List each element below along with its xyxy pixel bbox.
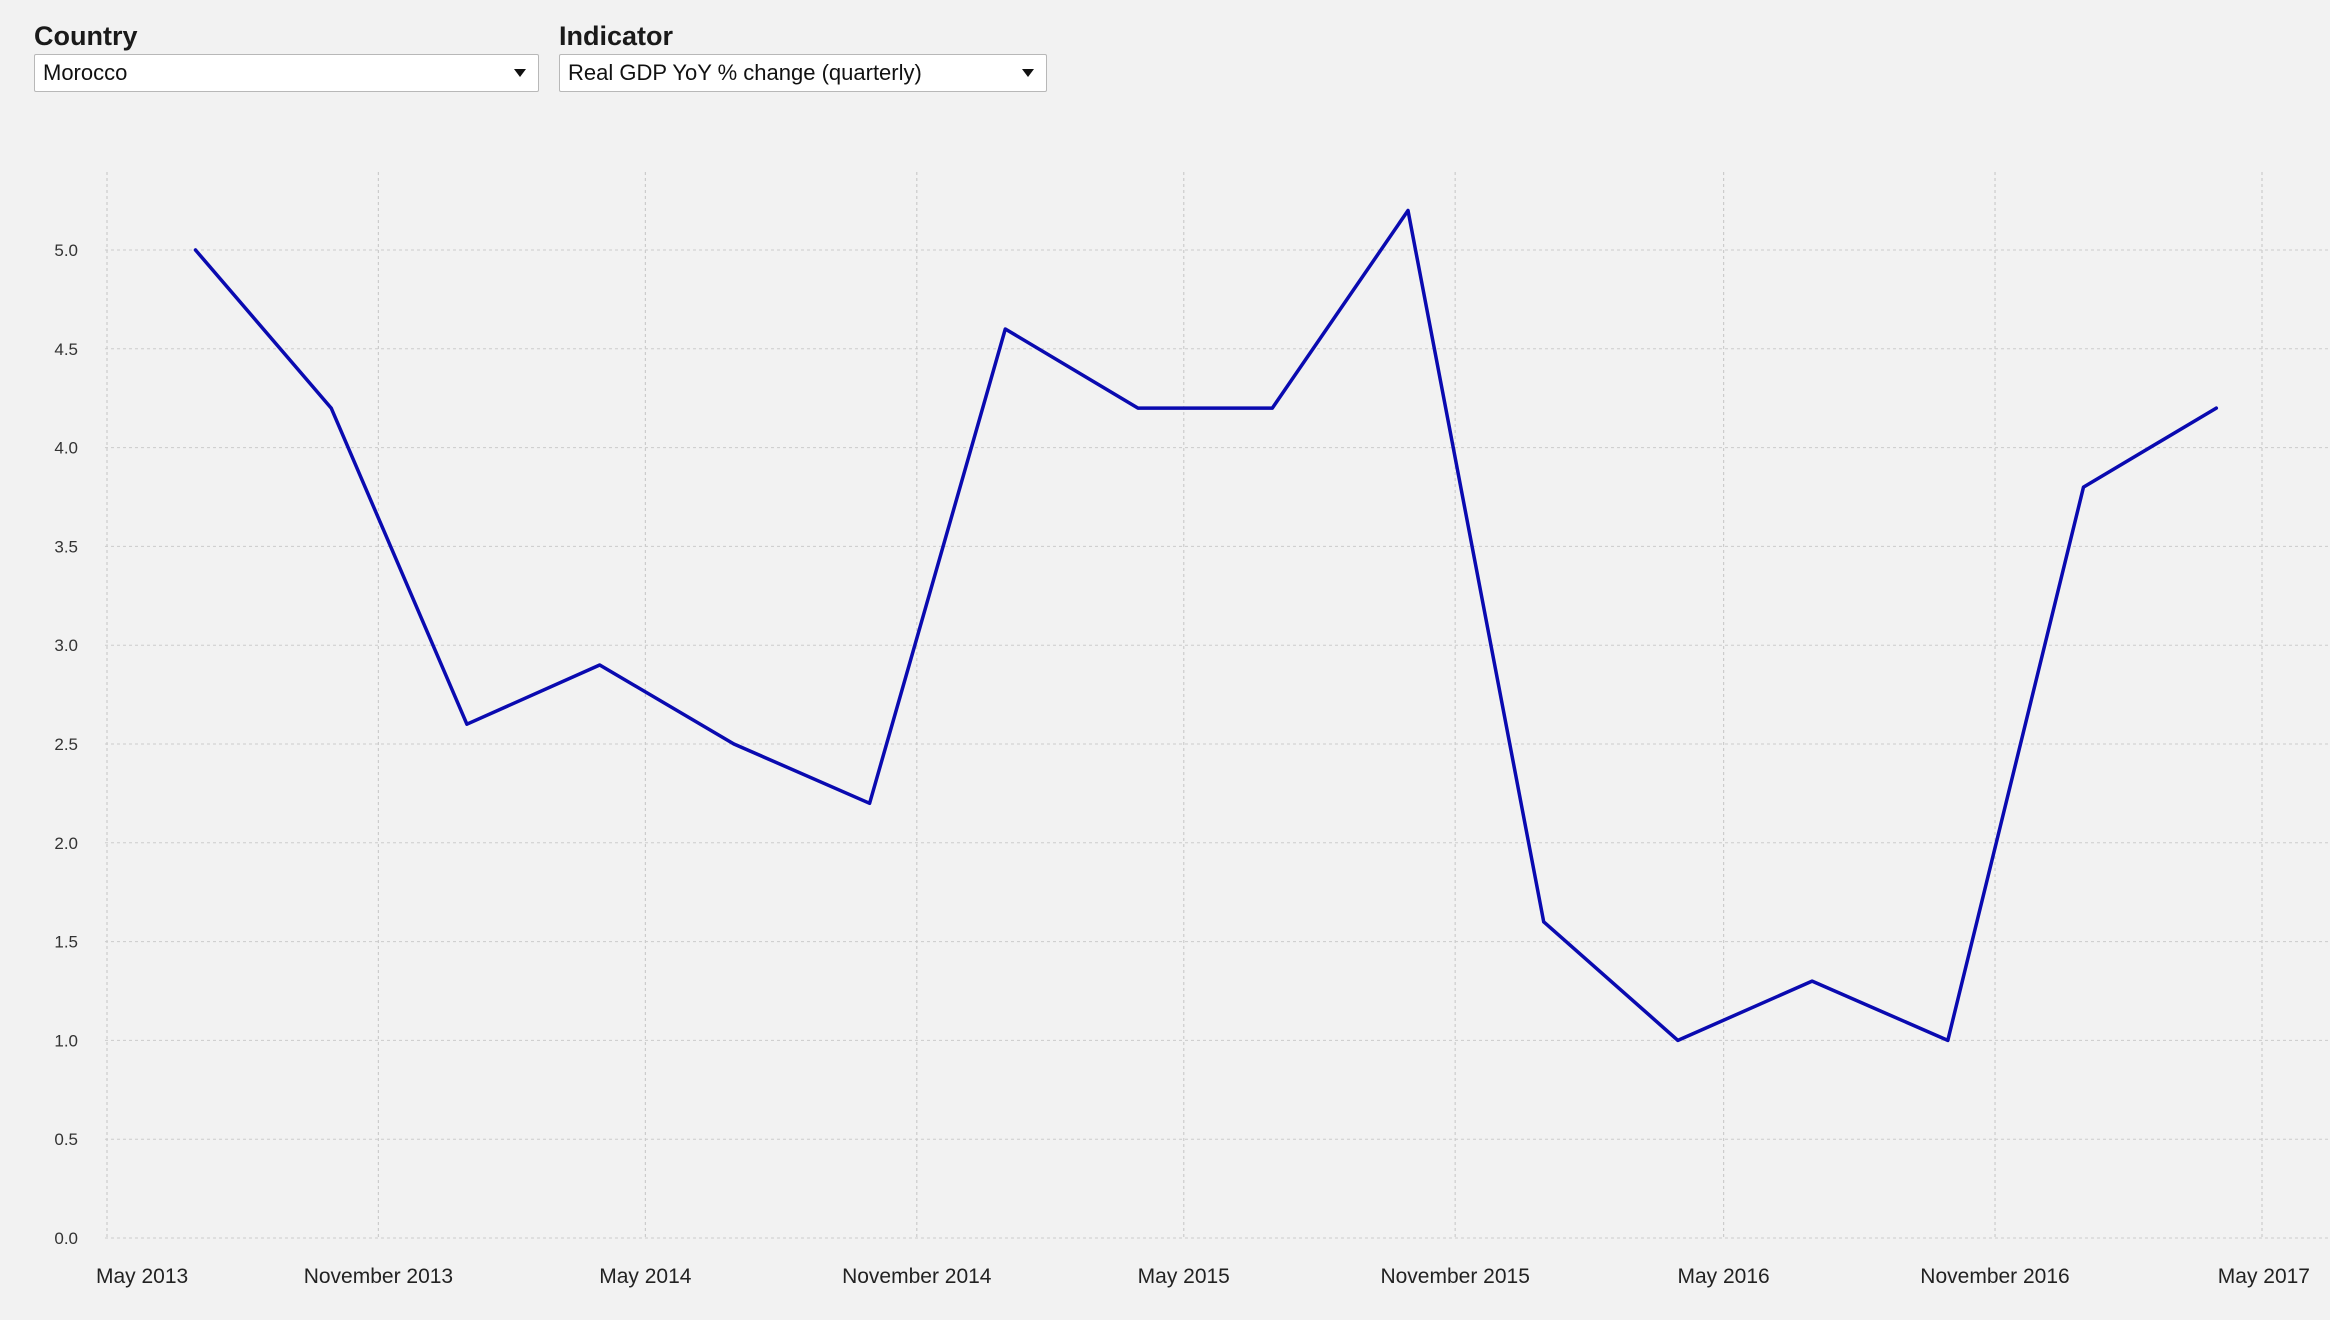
series-line xyxy=(193,208,2219,1043)
x-tick-label: May 2013 xyxy=(96,1265,188,1288)
x-tick-label: November 2016 xyxy=(1920,1265,2069,1288)
indicator-select[interactable]: Real GDP YoY % change (quarterly) xyxy=(559,54,1047,92)
data-point[interactable] xyxy=(1542,920,1546,924)
y-tick-label: 1.0 xyxy=(54,1031,78,1050)
x-tick-label: May 2014 xyxy=(599,1265,692,1288)
data-point[interactable] xyxy=(868,801,872,805)
data-point[interactable] xyxy=(329,406,333,410)
indicator-control: Indicator Real GDP YoY % change (quarter… xyxy=(559,20,1047,92)
data-point[interactable] xyxy=(1810,979,1814,983)
data-point[interactable] xyxy=(1946,1038,1950,1042)
chart-svg: 0.0 0.5 1.0 1.5 2.0 2.5 3.0 3.5 4.0 4.5 5.0 May 201… xyxy=(54,172,2330,1288)
country-label: Country xyxy=(34,21,138,51)
y-tick-label: 4.5 xyxy=(54,340,78,359)
indicator-select-value: Real GDP YoY % change (quarterly) xyxy=(568,60,922,85)
x-tick-label: May 2016 xyxy=(1678,1265,1770,1288)
data-point[interactable] xyxy=(1676,1038,1680,1042)
data-point[interactable] xyxy=(1136,406,1140,410)
country-control: Country Morocco xyxy=(34,20,539,92)
y-tick-label: 3.0 xyxy=(54,636,78,655)
gdp-line-chart: 0.0 0.5 1.0 1.5 2.0 2.5 3.0 3.5 4.0 4.5 5.0 May 201… xyxy=(0,150,2330,1320)
x-tick-label: May 2017 xyxy=(2218,1265,2310,1288)
filter-controls: Country Morocco Indicator Real GDP YoY %… xyxy=(34,20,1094,100)
y-tick-label: 0.5 xyxy=(54,1130,78,1149)
grid-lines xyxy=(105,172,2330,1239)
y-tick-label: 4.0 xyxy=(54,439,78,458)
series-layer xyxy=(193,208,2219,1043)
axis-labels: 0.0 0.5 1.0 1.5 2.0 2.5 3.0 3.5 4.0 4.5 5.0 May 201… xyxy=(54,241,2310,1288)
chevron-down-icon xyxy=(1022,69,1034,77)
data-point[interactable] xyxy=(194,248,198,252)
chevron-down-icon xyxy=(514,69,526,77)
data-point[interactable] xyxy=(598,663,602,667)
y-tick-label: 5.0 xyxy=(54,241,78,260)
data-point[interactable] xyxy=(465,722,469,726)
data-point[interactable] xyxy=(2214,406,2218,410)
x-tick-label: November 2015 xyxy=(1380,1265,1529,1288)
x-tick-label: November 2014 xyxy=(842,1265,992,1288)
data-point[interactable] xyxy=(2082,485,2086,489)
y-tick-label: 2.5 xyxy=(54,735,78,754)
indicator-label: Indicator xyxy=(559,21,674,51)
data-point[interactable] xyxy=(1270,406,1274,410)
y-tick-label: 3.5 xyxy=(54,537,78,556)
country-select[interactable]: Morocco xyxy=(34,54,539,92)
data-point[interactable] xyxy=(732,742,736,746)
data-point[interactable] xyxy=(1406,208,1410,212)
y-tick-label: 1.5 xyxy=(54,933,78,952)
x-tick-label: May 2015 xyxy=(1138,1265,1230,1288)
x-tick-label: November 2013 xyxy=(304,1265,453,1288)
y-tick-label: 0.0 xyxy=(54,1229,78,1248)
y-tick-label: 2.0 xyxy=(54,834,78,853)
data-point[interactable] xyxy=(1003,327,1007,331)
country-select-value: Morocco xyxy=(43,60,128,85)
